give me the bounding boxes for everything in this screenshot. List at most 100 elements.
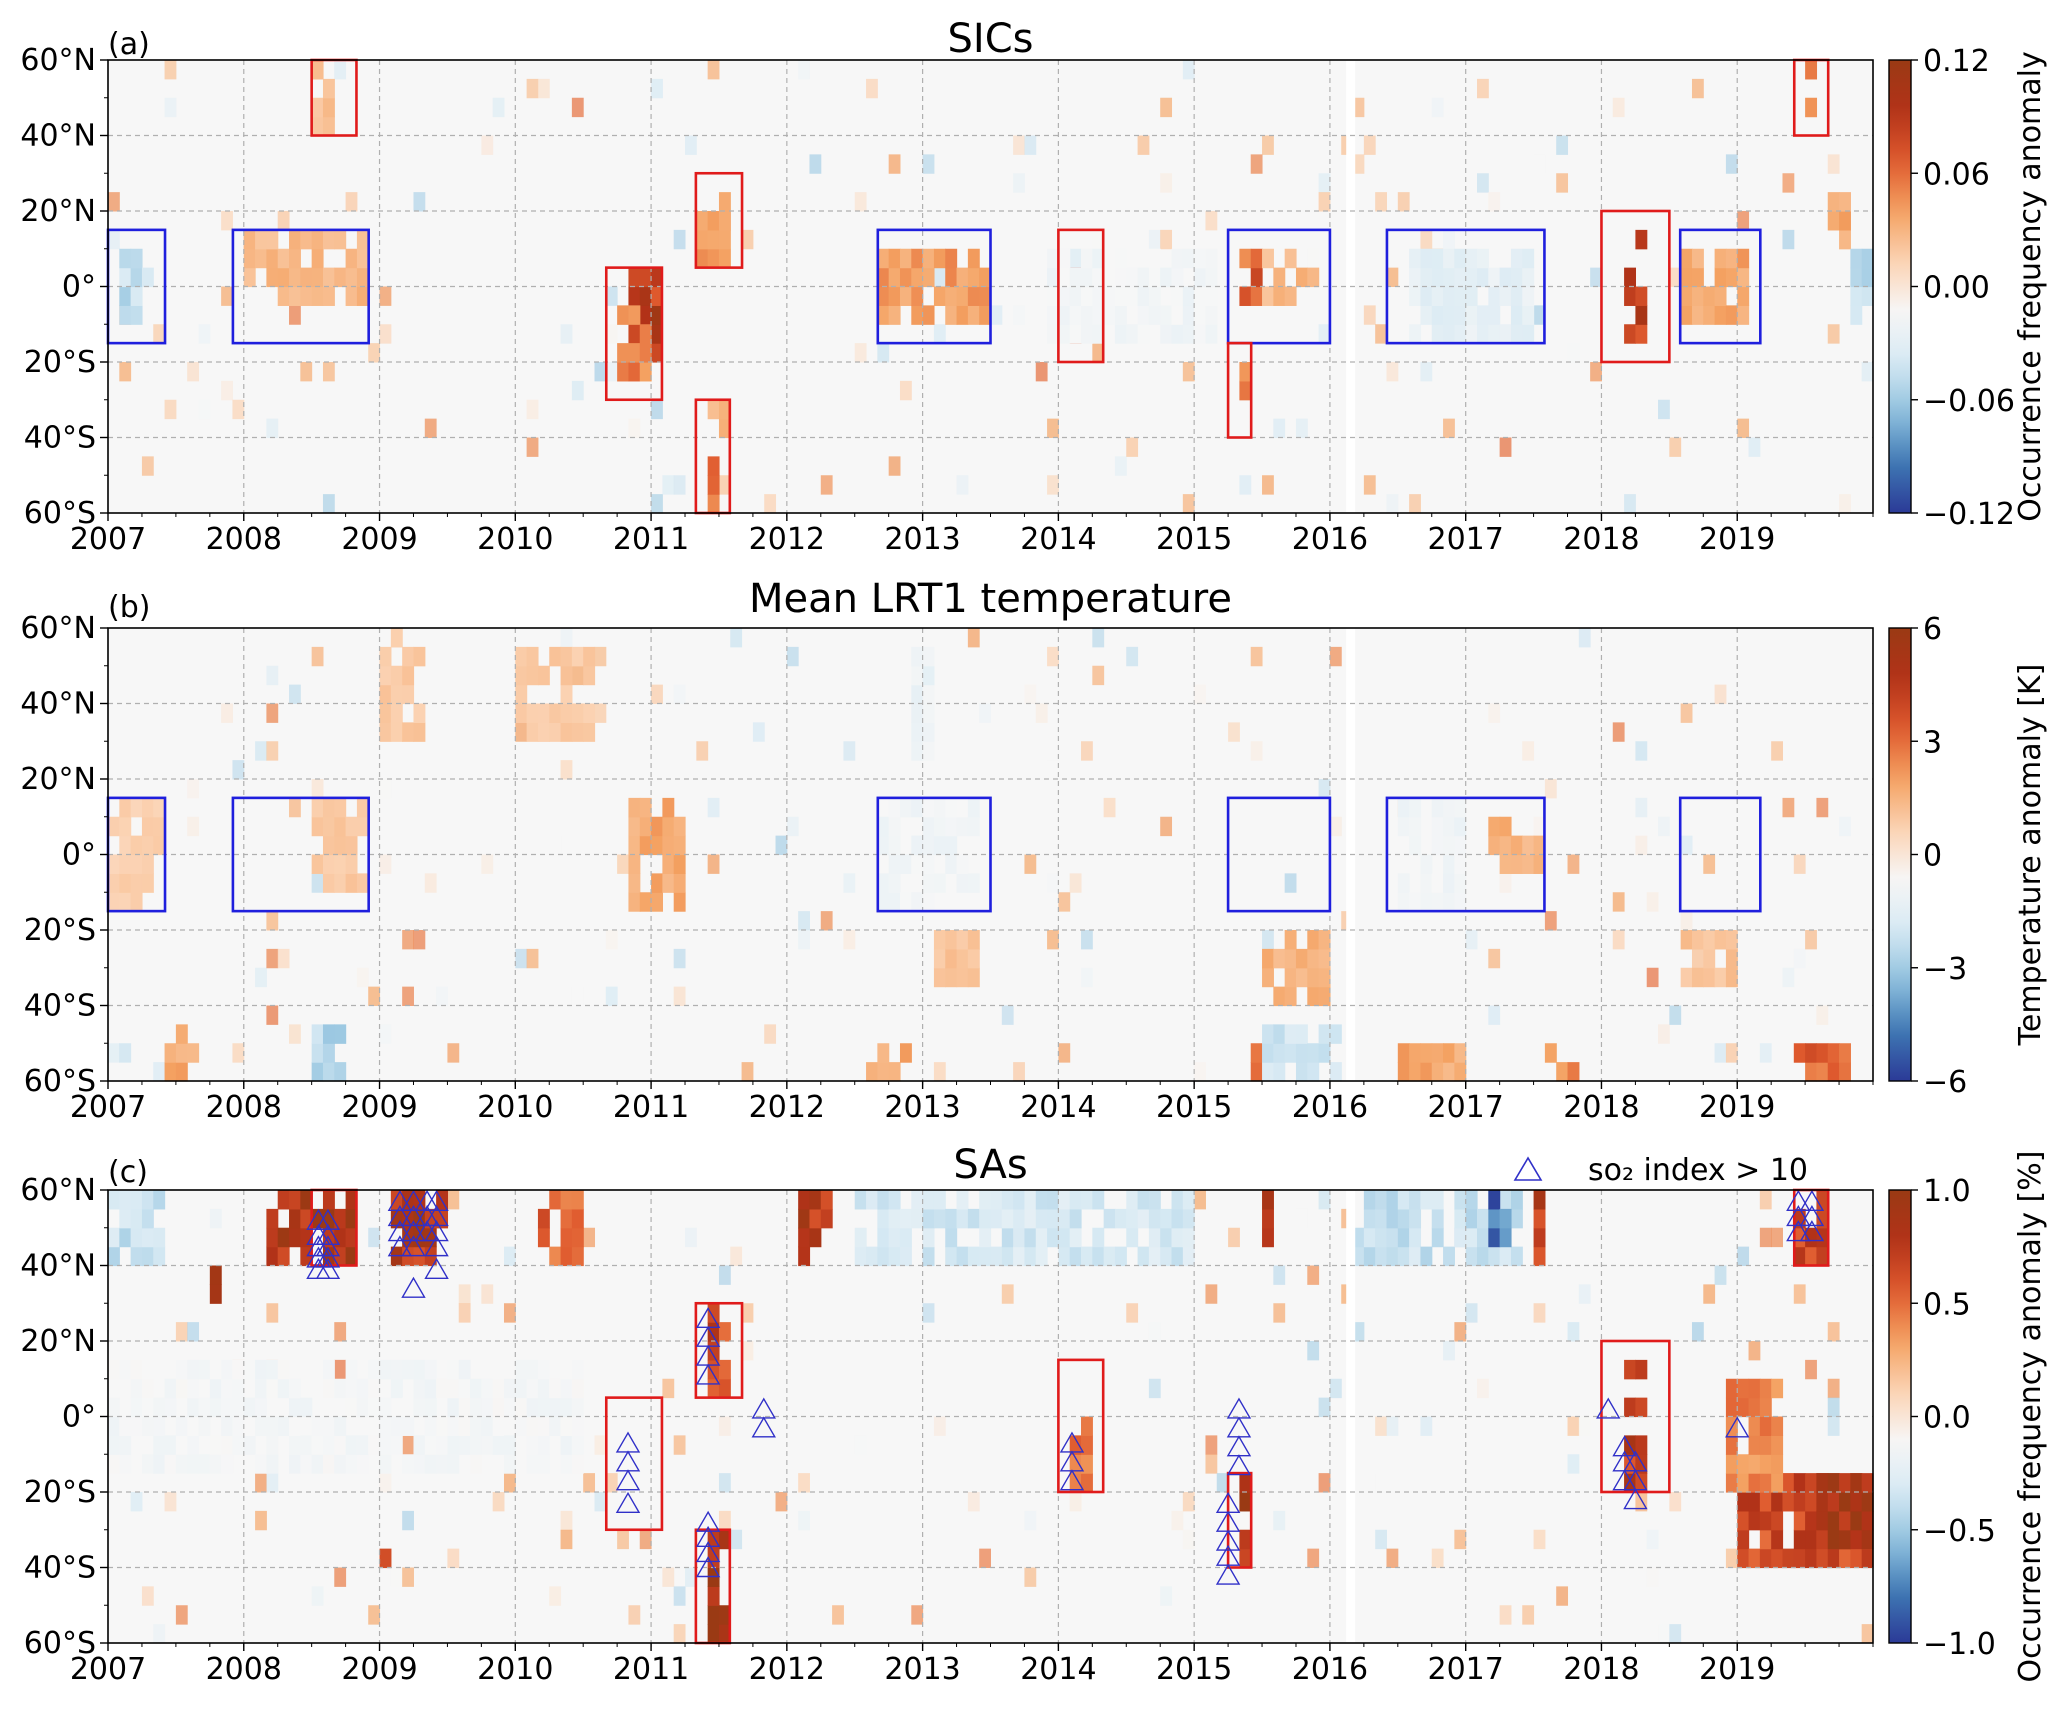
ytick-label: 60°N [20, 611, 96, 646]
heatmap-cell [1816, 797, 1829, 818]
heatmap-cell [707, 1624, 720, 1644]
heatmap-cell [1725, 1043, 1738, 1063]
heatmap-cell [651, 816, 663, 837]
heatmap-cell [707, 475, 720, 495]
heatmap-cell [662, 816, 675, 837]
heatmap-cell [1669, 1005, 1682, 1025]
heatmap-cell [1714, 967, 1727, 988]
heatmap-cell [1137, 1208, 1150, 1229]
heatmap-cell [1250, 154, 1263, 174]
heatmap-cell [1861, 362, 1874, 382]
heatmap-cell [413, 1397, 426, 1418]
heatmap-cell [1590, 362, 1602, 382]
heatmap-cell [119, 892, 132, 912]
heatmap-cell [571, 665, 584, 686]
heatmap-cell [922, 1303, 935, 1323]
heatmap-cell [1069, 1473, 1082, 1493]
heatmap-cell [1850, 248, 1863, 269]
heatmap-cell [1160, 324, 1173, 344]
heatmap-cell [1522, 267, 1535, 288]
heatmap-cell [899, 797, 912, 818]
heatmap-cell [221, 1359, 234, 1380]
heatmap-cell [322, 1190, 335, 1210]
heatmap-cell [1047, 1227, 1059, 1248]
heatmap-cell [628, 267, 641, 288]
heatmap-cell [775, 835, 788, 855]
heatmap-cell [1737, 1378, 1750, 1399]
xtick-label: 2018 [1563, 1090, 1639, 1125]
heatmap-cell [945, 854, 958, 874]
heatmap-cell [368, 986, 381, 1006]
heatmap-cell [402, 1510, 414, 1531]
heatmap-cell [277, 267, 290, 288]
heatmap-cell [277, 248, 290, 269]
heatmap-cell [187, 779, 200, 799]
heatmap-cell [1669, 1492, 1682, 1512]
heatmap-cell [1284, 986, 1297, 1007]
xtick-label: 2012 [749, 1090, 825, 1125]
heatmap-cell [560, 1529, 573, 1550]
heatmap-cell [1680, 911, 1693, 931]
heatmap-cell [628, 873, 641, 893]
heatmap-cell [379, 1435, 392, 1455]
heatmap-cell [1182, 286, 1195, 306]
heatmap-cell [232, 1435, 245, 1455]
heatmap-cell [1646, 1567, 1659, 1587]
heatmap-cell [1488, 816, 1501, 837]
heatmap-cell [605, 362, 618, 382]
heatmap-cell [560, 1416, 573, 1436]
so2-triangle [401, 1189, 426, 1212]
heatmap-cell [311, 1454, 324, 1474]
heatmap-cell [1533, 305, 1546, 325]
heatmap-cell [933, 1190, 946, 1210]
heatmap-cell [1250, 248, 1263, 269]
heatmap-cell [1047, 418, 1059, 438]
heatmap-cell [1171, 286, 1184, 306]
heatmap-cell [311, 267, 324, 288]
heatmap-cell [322, 97, 335, 118]
heatmap-cell [424, 873, 437, 893]
heatmap-cell [322, 78, 335, 99]
heatmap-cell [707, 1359, 720, 1380]
heatmap-cell [628, 816, 641, 837]
heatmap-cell [1137, 135, 1150, 155]
ytick-label: 60°S [24, 1064, 96, 1099]
heatmap-cell [141, 1378, 154, 1399]
heatmap-cell [1771, 1227, 1783, 1248]
heatmap-cell [1081, 267, 1093, 288]
heatmap-cell [119, 248, 132, 269]
heatmap-cell [311, 60, 324, 80]
heatmap-cell [1126, 286, 1139, 306]
heatmap-cell [1047, 1190, 1059, 1210]
heatmap-cell [718, 1416, 731, 1436]
heatmap-cell [356, 967, 369, 988]
heatmap-cell [1058, 324, 1071, 344]
heatmap-cell [922, 797, 935, 818]
heatmap-cell [979, 1548, 991, 1568]
heatmap-cell [1635, 305, 1648, 325]
panel-title: Mean LRT1 temperature [749, 576, 1232, 622]
heatmap-cell [311, 854, 324, 874]
heatmap-cell [153, 1397, 166, 1418]
heatmap-cell [402, 722, 415, 742]
heatmap-cell [277, 1378, 290, 1399]
heatmap-cell [1839, 494, 1851, 514]
heatmap-cell [1069, 324, 1082, 344]
heatmap-cell [741, 1303, 754, 1323]
heatmap-cell [1047, 475, 1059, 495]
heatmap-cell [175, 1454, 188, 1474]
heatmap-cell [911, 797, 924, 818]
heatmap-cell [662, 873, 675, 893]
heatmap-cell [503, 1378, 516, 1399]
heatmap-cell [639, 1529, 652, 1550]
heatmap-cell [1114, 1246, 1127, 1267]
heatmap-cell [1499, 324, 1512, 344]
heatmap-cell [922, 646, 935, 667]
heatmap-cell [583, 703, 596, 723]
heatmap-cell [334, 854, 347, 874]
heatmap-cell [130, 892, 143, 912]
heatmap-cell [1737, 1454, 1750, 1474]
heatmap-cell [1058, 1227, 1071, 1248]
heatmap-cell [1454, 797, 1467, 818]
ytick-label: 40°N [20, 687, 96, 722]
